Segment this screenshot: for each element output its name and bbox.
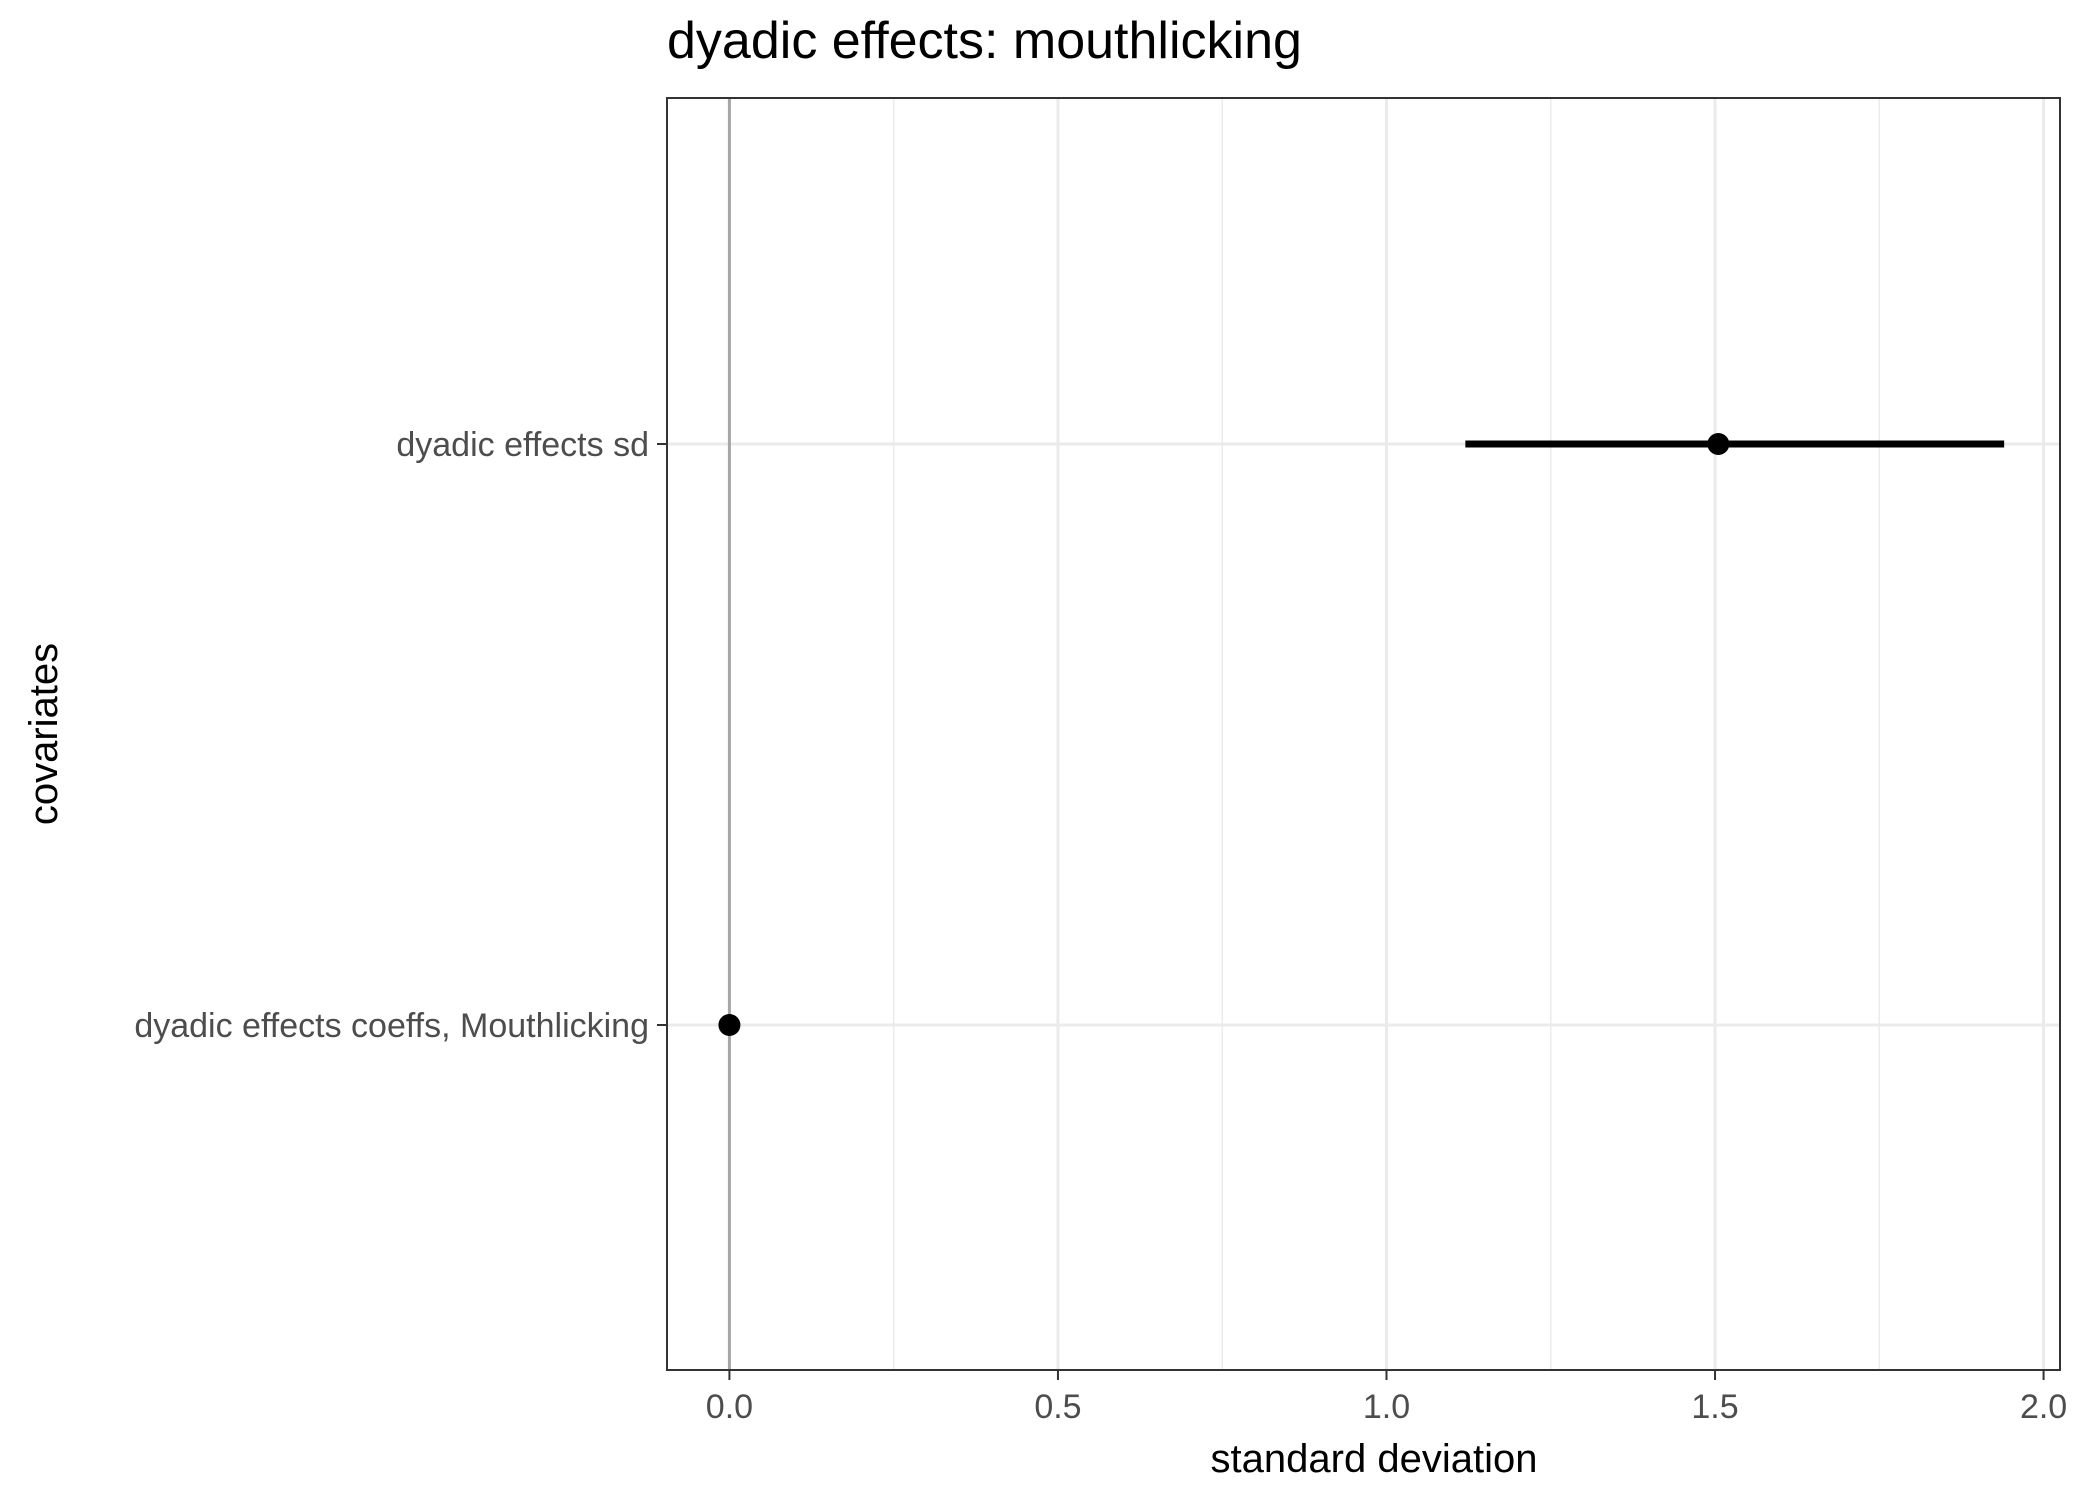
x-axis: 0.0 0.5 1.0 1.5 2.0 — [706, 1370, 2067, 1426]
gridlines — [667, 98, 2060, 1370]
y-axis-title: covariates — [22, 643, 66, 825]
chart-title: dyadic effects: mouthlicking — [667, 12, 1302, 70]
data-marks — [718, 98, 2005, 1370]
y-tick-label: dyadic effects sd — [396, 426, 649, 464]
y-axis: dyadic effects sd dyadic effects coeffs, … — [134, 426, 667, 1045]
x-tick-label: 0.5 — [1034, 1388, 1081, 1426]
x-tick-label: 2.0 — [2020, 1388, 2067, 1426]
point-estimate — [718, 1014, 741, 1036]
x-axis-title: standard deviation — [1211, 1437, 1538, 1481]
point-estimate — [1707, 433, 1730, 455]
y-tick-label: dyadic effects coeffs, Mouthlicking — [134, 1007, 649, 1045]
x-tick-label: 1.5 — [1691, 1388, 1738, 1426]
plot-frame — [666, 97, 2061, 1371]
x-tick-label: 1.0 — [1363, 1388, 1410, 1426]
plot-panel — [667, 98, 2060, 1370]
x-tick-label: 0.0 — [706, 1388, 753, 1426]
